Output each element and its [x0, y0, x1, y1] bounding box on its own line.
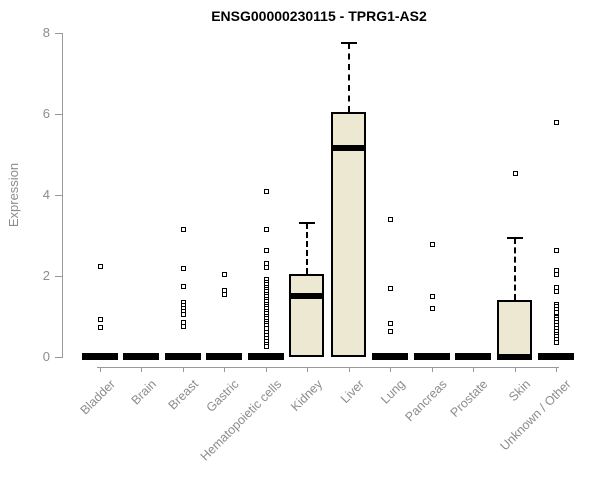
x-category-label: Unknown / Other: [497, 377, 574, 454]
y-tick: [55, 357, 62, 358]
x-category-label: Gastric: [204, 377, 242, 415]
box: [497, 300, 532, 357]
zero-median-bar: [165, 353, 201, 360]
box: [331, 112, 366, 357]
whisker: [348, 43, 350, 112]
zero-median-bar: [414, 353, 450, 360]
outlier-point: [264, 189, 269, 194]
y-tick: [55, 276, 62, 277]
whisker-cap: [341, 42, 357, 44]
chart-title: ENSG00000230115 - TPRG1-AS2: [211, 8, 427, 24]
outlier-point: [222, 292, 227, 297]
whisker-cap: [299, 222, 315, 224]
whisker: [306, 223, 308, 274]
outlier-point: [554, 289, 559, 294]
outlier-point: [181, 266, 186, 271]
outlier-point: [430, 294, 435, 299]
y-axis-line: [62, 33, 63, 358]
outlier-point: [98, 264, 103, 269]
outlier-point: [388, 217, 393, 222]
median-line: [497, 354, 532, 360]
y-tick-label: 8: [42, 25, 50, 40]
outlier-point: [388, 321, 393, 326]
box: [289, 274, 324, 357]
x-category-label: Pancreas: [402, 377, 450, 425]
x-tick: [141, 367, 142, 372]
x-tick: [515, 367, 516, 372]
outlier-point: [181, 312, 186, 317]
outlier-point: [181, 284, 186, 289]
x-category-label: Skin: [505, 377, 533, 405]
outlier-point: [264, 227, 269, 232]
median-line: [331, 145, 366, 151]
zero-median-bar: [123, 353, 159, 360]
whisker-cap: [507, 237, 523, 239]
zero-median-bar: [248, 353, 284, 360]
x-tick: [307, 367, 308, 372]
outlier-point: [222, 272, 227, 277]
x-axis-line: [97, 367, 559, 368]
x-tick: [100, 367, 101, 372]
outlier-point: [513, 171, 518, 176]
x-category-label: Liver: [337, 377, 367, 407]
x-tick: [224, 367, 225, 372]
y-tick-label: 0: [42, 349, 50, 364]
x-tick: [556, 367, 557, 372]
x-category-label: Kidney: [287, 377, 325, 414]
x-category-label: Lung: [378, 377, 408, 407]
outlier-point: [98, 317, 103, 322]
median-line: [289, 293, 324, 299]
y-tick-label: 4: [42, 187, 50, 202]
x-category-label: Prostate: [448, 377, 491, 420]
x-tick: [432, 367, 433, 372]
x-category-label: Brain: [128, 377, 159, 408]
outlier-point: [554, 310, 559, 315]
zero-median-bar: [538, 353, 574, 360]
zero-median-bar: [372, 353, 408, 360]
x-tick: [390, 367, 391, 372]
zero-median-bar: [82, 353, 118, 360]
whisker: [514, 238, 516, 300]
zero-median-bar: [455, 353, 491, 360]
outlier-point: [264, 248, 269, 253]
outlier-point: [98, 325, 103, 330]
outlier-point: [554, 272, 559, 277]
x-category-label: Bladder: [77, 377, 118, 418]
outlier-point: [264, 265, 269, 270]
y-tick-label: 6: [42, 106, 50, 121]
y-tick: [55, 33, 62, 34]
outlier-point: [264, 344, 269, 349]
outlier-point: [554, 340, 559, 345]
x-tick: [473, 367, 474, 372]
y-tick: [55, 114, 62, 115]
zero-median-bar: [206, 353, 242, 360]
outlier-point: [181, 227, 186, 232]
outlier-point: [181, 324, 186, 329]
outlier-point: [388, 286, 393, 291]
outlier-point: [430, 306, 435, 311]
outlier-point: [554, 120, 559, 125]
x-tick: [349, 367, 350, 372]
outlier-point: [554, 248, 559, 253]
x-category-label: Hematopoietic cells: [197, 377, 284, 464]
x-category-label: Breast: [165, 377, 201, 413]
x-tick: [266, 367, 267, 372]
outlier-point: [430, 242, 435, 247]
y-tick: [55, 195, 62, 196]
outlier-point: [388, 329, 393, 334]
x-tick: [183, 367, 184, 372]
y-tick-label: 2: [42, 268, 50, 283]
